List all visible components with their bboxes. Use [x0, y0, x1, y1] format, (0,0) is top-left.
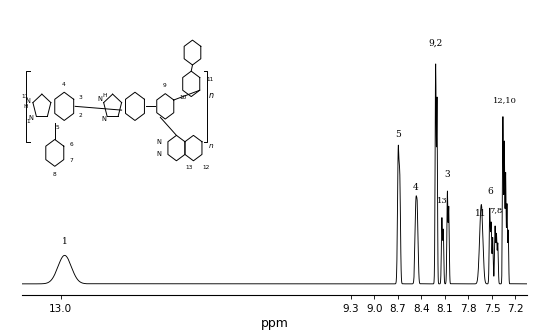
Text: 7,8: 7,8 — [489, 206, 502, 214]
Text: 13: 13 — [437, 197, 448, 205]
Text: 1: 1 — [62, 237, 67, 246]
Text: 11: 11 — [475, 209, 487, 218]
Text: 6: 6 — [487, 187, 493, 196]
Text: 3: 3 — [445, 170, 450, 179]
Text: 4: 4 — [413, 183, 419, 192]
X-axis label: ppm: ppm — [260, 317, 288, 330]
Text: 12,10: 12,10 — [493, 96, 517, 104]
Text: 9,2: 9,2 — [429, 38, 443, 47]
Text: 5: 5 — [395, 130, 401, 139]
